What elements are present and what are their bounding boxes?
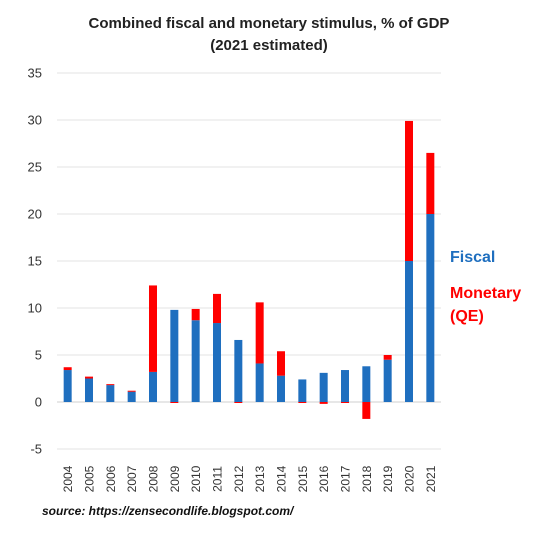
x-tick-label: 2012	[232, 465, 246, 492]
bar-monetary-2017	[341, 402, 349, 403]
legend-monetary-qe: (QE)	[450, 308, 484, 325]
x-tick-label: 2008	[147, 465, 161, 492]
x-tick-label: 2007	[125, 465, 139, 492]
bar-monetary-2019	[383, 355, 392, 360]
bar-fiscal-2010	[191, 320, 200, 402]
bar-monetary-2006	[106, 384, 115, 386]
y-tick-label: 10	[28, 301, 42, 316]
x-tick-label: 2005	[83, 465, 97, 492]
bar-fiscal-2020	[405, 261, 413, 402]
x-tick-label: 2009	[168, 465, 182, 492]
bar-monetary-2016	[319, 402, 328, 404]
bar-fiscal-2008	[149, 371, 157, 402]
bar-fiscal-2021	[426, 214, 435, 402]
x-tick-label: 2004	[61, 465, 75, 492]
x-tick-label: 2021	[424, 465, 438, 492]
y-tick-label: -5	[30, 442, 42, 457]
chart-title: Combined fiscal and monetary stimulus, %…	[89, 15, 450, 32]
x-tick-label: 2013	[253, 465, 267, 492]
bar-fiscal-2018	[362, 366, 371, 402]
x-tick-label: 2019	[381, 465, 395, 492]
source-note: source: https://zensecondlife.blogspot.c…	[42, 504, 295, 518]
bar-fiscal-2006	[106, 385, 115, 402]
bar-monetary-2009	[170, 402, 179, 403]
bar-fiscal-2016	[319, 372, 328, 402]
bar-monetary-2008	[149, 285, 157, 372]
bar-fiscal-2011	[213, 323, 221, 402]
x-tick-label: 2014	[275, 465, 289, 492]
x-tick-label: 2016	[317, 465, 331, 492]
bar-monetary-2013	[255, 302, 264, 364]
bar-fiscal-2014	[277, 375, 285, 402]
bar-fiscal-2012	[234, 339, 243, 402]
y-axis-ticks: -5 0 5 10 15 20 25 30 35	[28, 66, 42, 457]
x-tick-label: 2020	[403, 465, 417, 492]
chart-subtitle: (2021 estimated)	[210, 37, 328, 54]
bar-monetary-2005	[85, 376, 93, 379]
bar-fiscal-2007	[127, 391, 136, 402]
bar-fiscal-2013	[255, 363, 264, 402]
x-tick-label: 2006	[104, 465, 118, 492]
bar-fiscal-2004	[63, 370, 72, 402]
y-tick-label: 15	[28, 254, 42, 269]
bar-monetary-2010	[191, 308, 200, 321]
bar-fiscal-2019	[383, 359, 392, 402]
bar-monetary-2015	[298, 402, 307, 403]
bar-monetary-2011	[213, 293, 221, 324]
legend-monetary: Monetary	[450, 285, 521, 302]
legend-fiscal: Fiscal	[450, 249, 495, 266]
bar-fiscal-2005	[85, 378, 93, 402]
bar-monetary-2021	[426, 152, 435, 214]
y-tick-label: 20	[28, 207, 42, 222]
y-tick-label: 5	[35, 348, 42, 363]
x-tick-label: 2018	[360, 465, 374, 492]
x-tick-label: 2017	[339, 465, 353, 492]
x-tick-label: 2015	[296, 465, 310, 492]
bar-monetary-2014	[277, 351, 285, 376]
bar-monetary-2018	[362, 402, 371, 419]
bar-fiscal-2017	[341, 370, 349, 402]
bar-fiscal-2015	[298, 379, 307, 402]
y-tick-label: 35	[28, 66, 42, 81]
y-tick-label: 30	[28, 113, 42, 128]
bar-monetary-2012	[234, 402, 243, 403]
y-tick-label: 25	[28, 160, 42, 175]
bar-monetary-2004	[63, 367, 72, 371]
bar-monetary-2007	[127, 390, 136, 392]
gridlines	[57, 72, 441, 450]
bar-fiscal-2009	[170, 309, 179, 402]
bar-monetary-2020	[405, 120, 413, 261]
x-tick-label: 2010	[189, 465, 203, 492]
y-tick-label: 0	[35, 395, 42, 410]
x-tick-label: 2011	[211, 466, 225, 492]
x-axis-ticks: 2004 2005 2006 2007 2008 2009 2010 2011 2012 2013…	[61, 465, 438, 492]
bars	[63, 120, 435, 419]
